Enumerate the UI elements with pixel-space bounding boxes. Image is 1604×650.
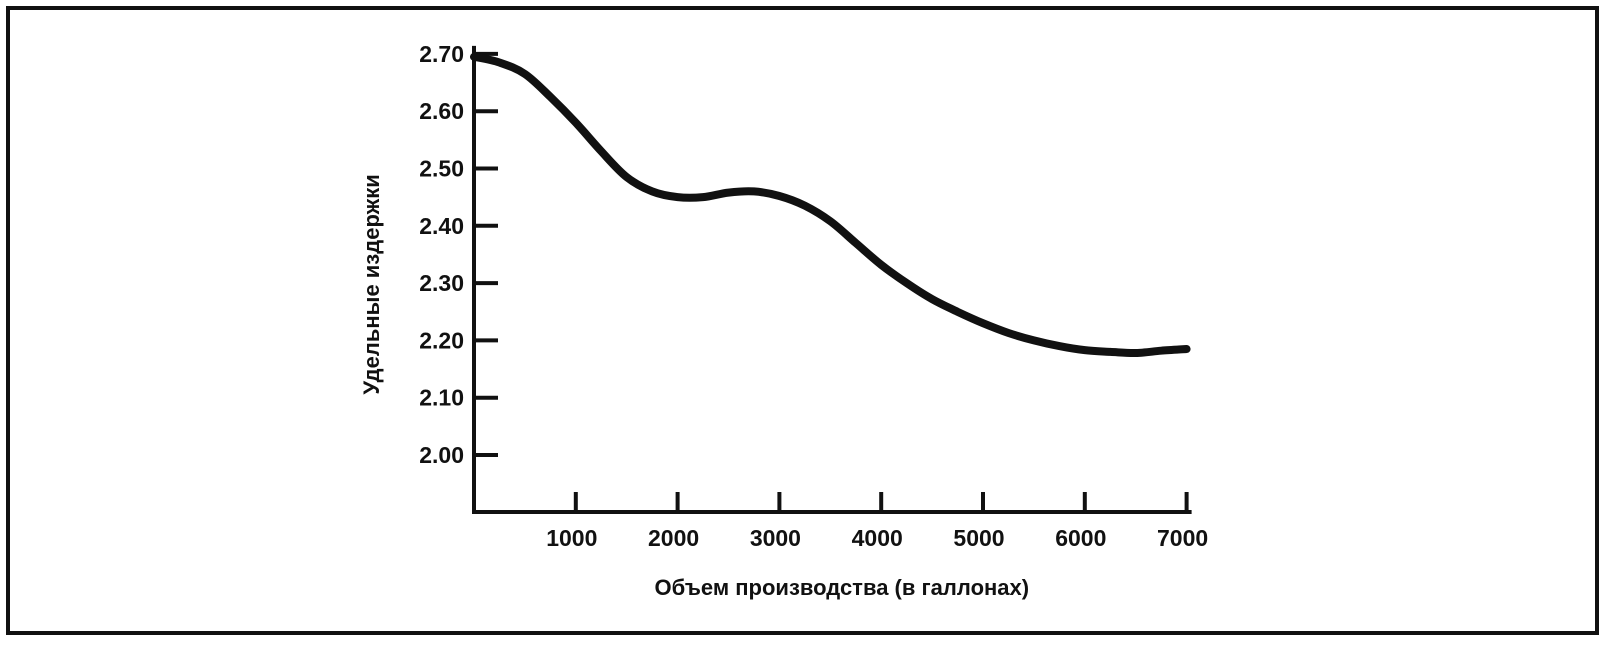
chart-frame [6,6,1599,635]
x-tick-label: 6000 [1055,525,1106,551]
y-tick-label: 2.40 [419,213,464,239]
x-axis-label: Объем производства (в галлонах) [654,575,1029,600]
y-tick-label: 2.30 [419,270,464,296]
chart-ticks: 2.00 2.10 2.20 2.30 2.40 2.50 2.60 2.70 1000 2000… [419,41,1208,551]
series-line [470,52,1191,358]
y-tick-label: 2.60 [419,98,464,124]
x-tick-label: 5000 [953,525,1004,551]
chart-axes [472,45,1192,514]
chart-series [470,52,1191,358]
x-tick-label: 2000 [648,525,699,551]
y-tick-label: 2.10 [419,385,464,411]
y-tick-label: 2.70 [419,41,464,67]
y-tick-label: 2.00 [419,442,464,468]
x-tick-label: 3000 [750,525,801,551]
x-tick-label: 4000 [852,525,903,551]
y-axis-label: Удельные издержки [359,174,384,394]
y-tick-label: 2.20 [419,327,464,353]
x-tick-label: 7000 [1157,525,1208,551]
y-tick-label: 2.50 [419,156,464,182]
x-tick-label: 1000 [546,525,597,551]
